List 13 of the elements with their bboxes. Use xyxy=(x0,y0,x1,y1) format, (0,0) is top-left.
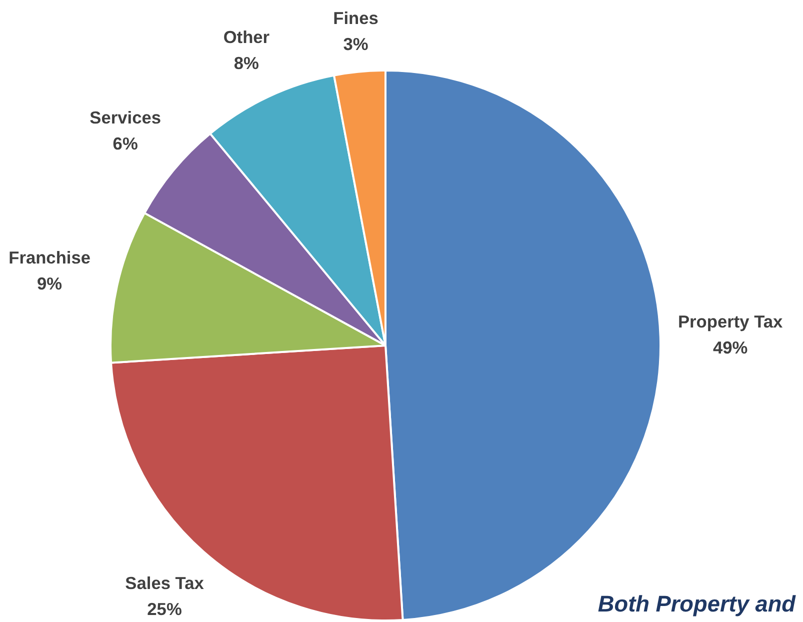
data-label: 3% xyxy=(343,34,368,54)
data-label: 25% xyxy=(147,599,182,620)
slice-label: Fines xyxy=(333,8,378,28)
data-label: 8% xyxy=(234,52,259,73)
slice-label: Property Tax xyxy=(678,312,783,332)
slice-label: Other xyxy=(223,26,270,47)
data-label: 49% xyxy=(712,338,748,358)
text: Both Property and xyxy=(598,590,797,616)
slice-label: Services xyxy=(90,107,161,128)
slice-label: Franchise xyxy=(8,247,91,268)
data-label: 9% xyxy=(37,273,62,294)
slice-label: Sales Tax xyxy=(125,573,204,594)
data-label: 6% xyxy=(112,133,138,154)
